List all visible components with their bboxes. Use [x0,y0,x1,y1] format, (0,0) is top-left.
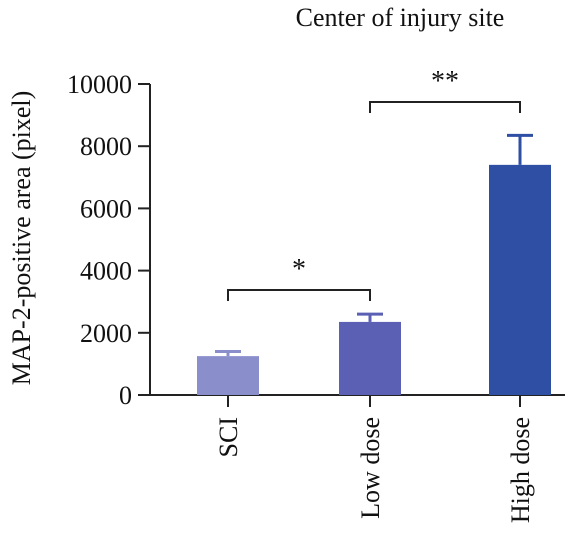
significance-bracket [227,289,371,301]
y-tick-label: 6000 [80,194,132,223]
chart-title: Center of injury site [296,3,505,32]
significance-label: * [292,254,306,285]
bar-high-dose [489,164,551,395]
y-tick-label: 0 [119,381,132,410]
x-tick-label: SCI [214,417,243,457]
x-tick-label: High dose [506,417,535,523]
y-tick-label: 8000 [80,132,132,161]
bar-low-dose [339,321,401,395]
y-tick-label: 10000 [67,70,132,99]
significance-bracket [369,101,521,113]
bar-sci [197,356,259,395]
y-axis-label: MAP-2-positive area (pixel) [7,91,36,386]
significance-label: ** [431,66,459,97]
plot-area: 0 2000 4000 6000 8000 10000 SCI Low dose High do… [67,66,551,523]
y-tick-label: 4000 [80,257,132,286]
x-tick-label: Low dose [356,417,385,519]
y-tick-label: 2000 [80,319,132,348]
